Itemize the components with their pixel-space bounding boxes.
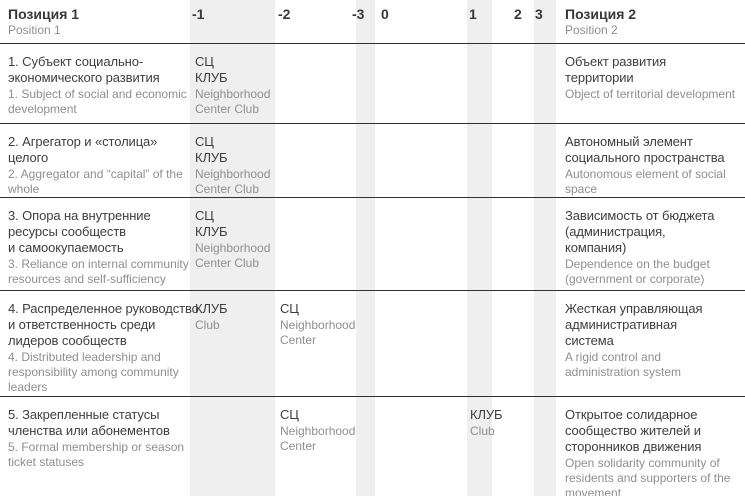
column-band-minus3 [356, 0, 375, 496]
row2-position1-en: 2. Aggregator and “capital” of the whole [8, 167, 183, 196]
header-position1-subtitle: Position 1 [8, 23, 61, 37]
scale-label-minus3: -3 [352, 6, 365, 22]
row3-score-cell-minus1: СЦ КЛУБ Neighborhood Center Club [195, 208, 270, 271]
row3-position1-en: 3. Reliance on internal community resour… [8, 257, 189, 286]
row5-position2-en: Open solidarity community of residents a… [565, 456, 731, 496]
row3-position1-cell: 3. Опора на внутренние ресурсы сообществ… [8, 208, 189, 287]
row4-score-sc-ru: СЦ [280, 301, 299, 316]
row5-position1-cell: 5. Закрепленные статусы членства или або… [8, 407, 184, 470]
row4-score-club-en: Club [195, 318, 220, 332]
header-position2: Позиция 2 Position 2 [565, 6, 636, 38]
row2-score-en: Neighborhood Center Club [195, 167, 271, 196]
row3-position2-cell: Зависимость от бюджета (администрация, к… [565, 208, 714, 287]
row1-score-cell-minus1: СЦ КЛУБ Neighborhood Center Club [195, 54, 270, 117]
row4-position2-en: A rigid control and administration syste… [565, 350, 682, 379]
row5-position2-ru: Открытое солидарное сообщество жителей и… [565, 407, 702, 454]
row5-score-cell-plus1: КЛУБ Club [470, 407, 503, 439]
row5-score-club-en: Club [470, 424, 495, 438]
row2-position1-cell: 2. Агрегатор и «столица» целого 2. Aggre… [8, 134, 183, 197]
row5-score-cell-minus2: СЦ Neighborhood Center [280, 407, 355, 454]
table-row: 5. Закрепленные статусы членства или або… [0, 397, 745, 496]
row1-position1-cell: 1. Субъект социально- экономического раз… [8, 54, 187, 117]
row1-position2-ru: Объект развития территории [565, 54, 667, 85]
row5-score-sc-en: Neighborhood Center [280, 424, 356, 453]
row4-position1-cell: 4. Распределенное руководство и ответств… [8, 301, 199, 395]
row3-score-ru: СЦ КЛУБ [195, 208, 228, 239]
scale-label-zero: 0 [381, 6, 389, 22]
header-position2-title: Позиция 2 [565, 6, 637, 22]
column-band-plus3 [534, 0, 556, 496]
row4-position1-en: 4. Distributed leadership and responsibi… [8, 350, 179, 394]
row5-score-sc-ru: СЦ [280, 407, 299, 422]
row3-position1-ru: 3. Опора на внутренние ресурсы сообществ… [8, 208, 151, 255]
row1-position1-en: 1. Subject of social and economic develo… [8, 87, 187, 116]
header-position1: Позиция 1 Position 1 [8, 6, 79, 38]
row4-position1-ru: 4. Распределенное руководство и ответств… [8, 301, 199, 348]
row4-position2-cell: Жесткая управляющая административная сис… [565, 301, 703, 380]
scale-label-minus1: -1 [192, 6, 205, 22]
row2-score-ru: СЦ КЛУБ [195, 134, 228, 165]
row5-position1-en: 5. Formal membership or season ticket st… [8, 440, 185, 469]
scale-label-minus2: -2 [278, 6, 291, 22]
row1-position2-cell: Объект развития территории Object of ter… [565, 54, 735, 102]
row3-position2-ru: Зависимость от бюджета (администрация, к… [565, 208, 715, 255]
table-row: 3. Опора на внутренние ресурсы сообществ… [0, 198, 745, 291]
row1-position2-en: Object of territorial development [565, 87, 736, 101]
row4-score-club-ru: КЛУБ [195, 301, 228, 316]
scale-label-plus2: 2 [514, 6, 522, 22]
row5-score-club-ru: КЛУБ [470, 407, 503, 422]
row2-position2-cell: Автономный элемент социального пространс… [565, 134, 726, 197]
row2-position1-ru: 2. Агрегатор и «столица» целого [8, 134, 158, 165]
row2-position2-ru: Автономный элемент социального пространс… [565, 134, 725, 165]
row4-score-cell-minus2: СЦ Neighborhood Center [280, 301, 355, 348]
table-row: 2. Агрегатор и «столица» целого 2. Aggre… [0, 124, 745, 198]
row1-score-ru: СЦ КЛУБ [195, 54, 228, 85]
row1-position1-ru: 1. Субъект социально- экономического раз… [8, 54, 160, 85]
row1-score-en: Neighborhood Center Club [195, 87, 271, 116]
row4-position2-ru: Жесткая управляющая административная сис… [565, 301, 703, 348]
row5-position1-ru: 5. Закрепленные статусы членства или або… [8, 407, 170, 438]
table-header: Позиция 1 Position 1 -1 -2 -3 0 1 2 3 По… [0, 0, 745, 44]
row4-score-cell-minus1: КЛУБ Club [195, 301, 228, 333]
row3-score-en: Neighborhood Center Club [195, 241, 271, 270]
column-band-plus1 [467, 0, 492, 496]
row5-position2-cell: Открытое солидарное сообщество жителей и… [565, 407, 730, 496]
header-position1-title: Позиция 1 [8, 6, 80, 22]
column-band-minus1 [190, 0, 275, 496]
table-row: 1. Субъект социально- экономического раз… [0, 44, 745, 124]
table-row: 4. Распределенное руководство и ответств… [0, 291, 745, 397]
scale-label-plus3: 3 [535, 6, 543, 22]
row2-score-cell-minus1: СЦ КЛУБ Neighborhood Center Club [195, 134, 270, 197]
row3-position2-en: Dependence on the budget (government or … [565, 257, 710, 286]
row2-position2-en: Autonomous element of social space [565, 167, 726, 196]
header-position2-subtitle: Position 2 [565, 23, 618, 37]
row4-score-sc-en: Neighborhood Center [280, 318, 356, 347]
scale-label-plus1: 1 [469, 6, 477, 22]
